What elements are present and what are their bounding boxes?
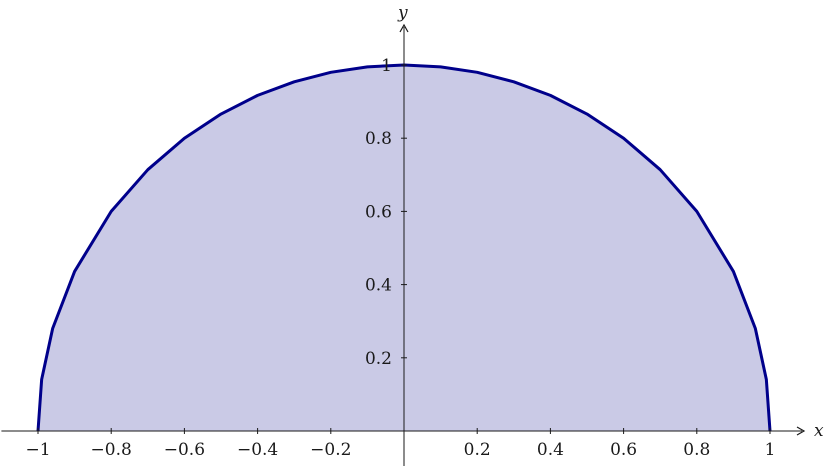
x-ticks: −1 −0.8 −0.6 −0.4 −0.2 0.2 0.4 0.6 0.8 1 bbox=[25, 428, 775, 460]
x-tick-label: −0.8 bbox=[91, 440, 132, 460]
x-tick-label: −1 bbox=[25, 440, 50, 460]
x-tick-label: 0.6 bbox=[610, 440, 637, 460]
x-tick-label: −0.2 bbox=[310, 440, 351, 460]
y-axis-arrow-icon bbox=[399, 23, 409, 33]
x-tick-label: 1 bbox=[765, 440, 776, 460]
x-tick-label: −0.4 bbox=[237, 440, 278, 460]
y-tick-label: 0.6 bbox=[365, 202, 392, 222]
x-tick-label: 0.2 bbox=[464, 440, 491, 460]
axes bbox=[1, 23, 806, 466]
x-tick-label: 0.4 bbox=[537, 440, 564, 460]
y-tick-label: 0.4 bbox=[365, 276, 392, 296]
y-tick-label: 0.2 bbox=[365, 349, 392, 369]
x-axis-arrow-icon bbox=[796, 426, 806, 436]
y-ticks: 0.2 0.4 0.6 0.8 1 bbox=[365, 56, 407, 369]
x-axis-label: x bbox=[814, 421, 824, 441]
x-tick-label: 0.8 bbox=[683, 440, 710, 460]
y-tick-label: 1 bbox=[381, 56, 392, 76]
y-axis-label: y bbox=[397, 3, 408, 23]
y-tick-label: 0.8 bbox=[365, 129, 392, 149]
x-tick-label: −0.6 bbox=[164, 440, 205, 460]
